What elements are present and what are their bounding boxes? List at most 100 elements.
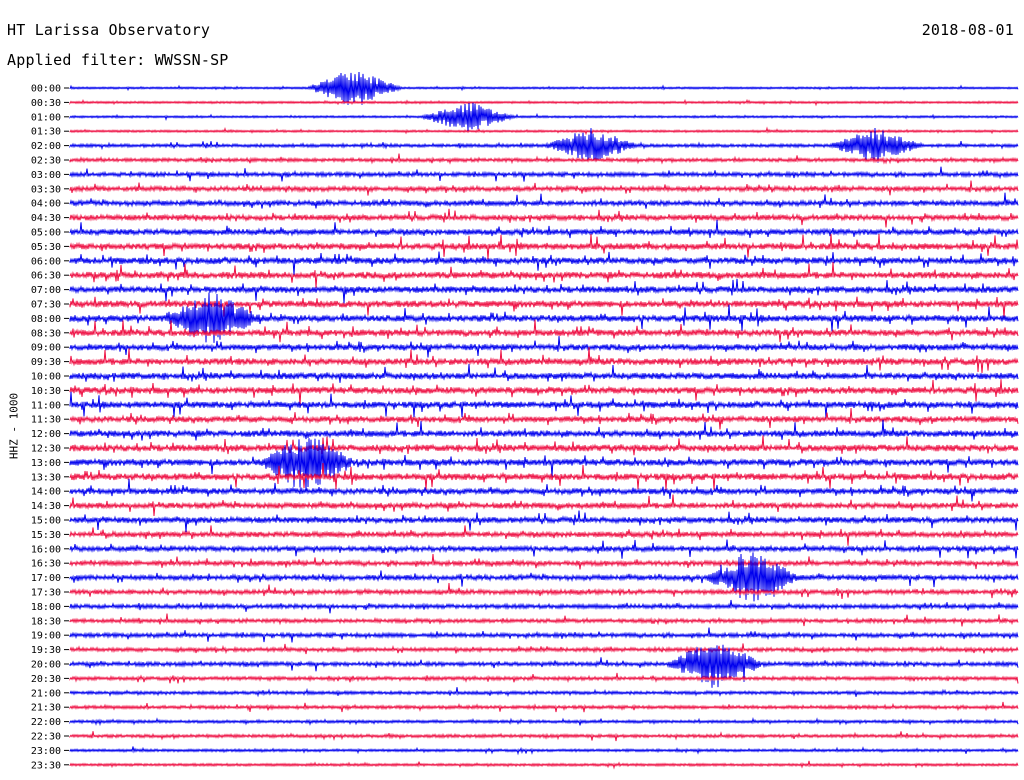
time-tick-label: 14:30 [31,501,61,512]
seismic-trace [69,98,1019,107]
time-tick-label: 00:30 [31,98,61,109]
seismic-trace [69,760,1019,770]
time-tick-label: 04:30 [31,213,61,224]
seismic-trace [69,510,1019,533]
seismic-trace [69,539,1019,559]
time-tick-label: 16:00 [31,544,61,555]
time-tick-label: 19:30 [31,645,61,656]
time-tick-label: 05:30 [31,242,61,253]
time-tick-label: 15:30 [31,530,61,541]
seismic-trace [69,408,1019,430]
time-tick-label: 02:30 [31,156,61,167]
time-tick-label: 19:00 [31,631,61,642]
time-tick-label: 10:00 [31,372,61,383]
time-tick-label: 12:30 [31,444,61,455]
time-tick-label: 03:30 [31,184,61,195]
time-tick-label: 06:30 [31,271,61,282]
time-tick-label: 13:00 [31,458,61,469]
time-tick-label: 17:00 [31,573,61,584]
time-tick-label: 21:30 [31,703,61,714]
seismic-trace [69,525,1019,546]
time-tick-label: 11:30 [31,415,61,426]
seismic-trace [69,687,1019,698]
seismic-trace [69,552,1019,602]
channel-axis-label-text: HHZ - 1000 [7,392,21,460]
time-tick-label: 17:30 [31,588,61,599]
seismic-trace [69,208,1019,228]
seismic-trace [69,746,1019,756]
seismic-trace [69,391,1019,419]
filter-label: Applied filter: WWSSN-SP [7,51,229,69]
time-tick-label: 08:30 [31,328,61,339]
seismic-trace [69,180,1019,196]
time-tick-label: 00:00 [31,84,61,95]
seismic-trace [69,643,1019,655]
time-tick-label: 02:00 [31,141,61,152]
time-tick-label: 01:00 [31,112,61,123]
date-label: 2018-08-01 [921,21,1014,39]
time-tick-label: 04:00 [31,199,61,210]
time-tick-label: 15:00 [31,516,61,527]
seismic-trace [69,278,1019,304]
seismic-trace [69,553,1019,570]
seismic-trace [69,71,1019,105]
seismic-trace [69,127,1019,163]
time-tick-label: 16:30 [31,559,61,570]
seismic-trace [69,319,1019,343]
seismic-trace [69,292,1019,343]
time-tick-label: 21:00 [31,688,61,699]
time-tick-label: 07:00 [31,285,61,296]
seismic-trace [69,219,1019,239]
time-tick-label: 20:00 [31,660,61,671]
seismic-trace [69,153,1019,165]
time-tick-label: 09:00 [31,343,61,354]
seismic-trace [69,438,1019,493]
time-tick-label: 05:00 [31,228,61,239]
time-tick-label: 08:00 [31,314,61,325]
time-tick-label: 13:30 [31,472,61,483]
seismic-trace [69,364,1019,383]
time-tick-label: 23:00 [31,746,61,757]
seismic-trace [69,599,1019,614]
seismic-trace [69,478,1019,502]
observatory-title: HT Larissa Observatory [7,21,211,39]
seismic-trace [69,296,1019,319]
seismic-trace [69,261,1019,288]
seismic-trace [69,336,1019,358]
time-tick-label: 07:30 [31,300,61,311]
seismic-trace [69,126,1019,136]
seismic-trace [69,627,1019,643]
seismic-trace [69,435,1019,456]
seismic-trace [69,419,1019,441]
seismic-trace [69,462,1019,490]
seismic-trace [69,192,1019,209]
time-tick-label: 03:00 [31,170,61,181]
time-tick-label: 20:30 [31,674,61,685]
time-tick-label: 09:30 [31,357,61,368]
time-tick-label: 06:00 [31,256,61,267]
time-tick-label: 01:30 [31,127,61,138]
seismic-trace [69,717,1019,727]
time-tick-label: 22:00 [31,717,61,728]
seismic-trace [69,379,1019,406]
time-tick-label: 18:30 [31,616,61,627]
time-tick-label: 22:30 [31,732,61,743]
seismic-trace [69,644,1019,688]
seismic-trace [69,672,1019,684]
seismic-trace [69,233,1019,260]
time-tick-label: 10:30 [31,386,61,397]
seismic-trace [69,346,1019,373]
seismic-trace [69,613,1019,627]
time-tick-label: 18:00 [31,602,61,613]
seismic-trace [69,102,1019,132]
seismic-trace [69,583,1019,599]
seismic-trace [69,251,1019,275]
seismic-trace [69,701,1019,713]
seismic-trace [69,494,1019,517]
seismic-trace [69,731,1019,742]
time-tick-label: 14:00 [31,487,61,498]
time-tick-label: 11:00 [31,400,61,411]
time-tick-label: 12:00 [31,429,61,440]
